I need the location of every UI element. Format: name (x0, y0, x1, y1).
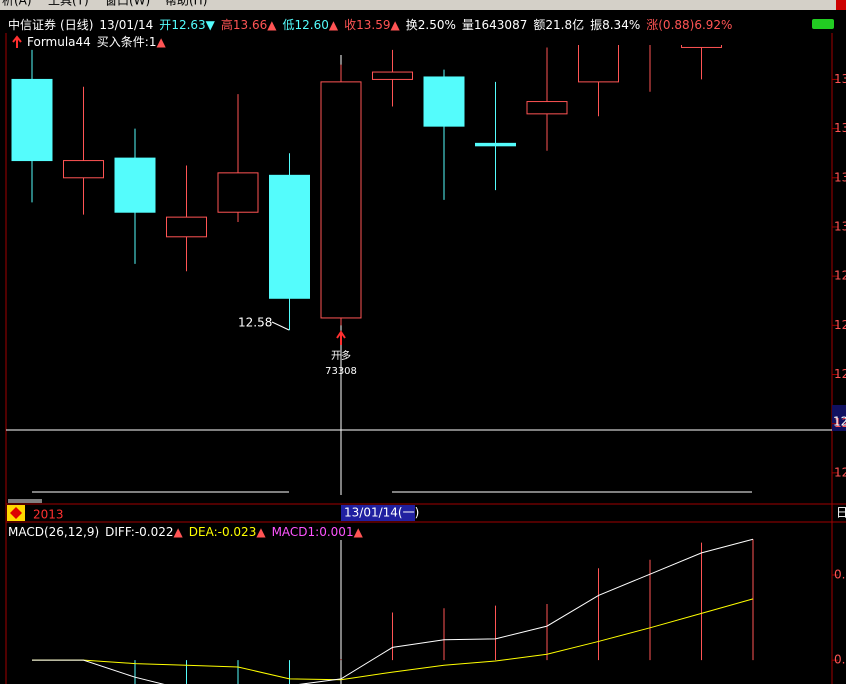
candle-body (526, 101, 568, 115)
menu-item[interactable]: 工具(T) (48, 0, 89, 8)
quote-arrow: ▼ (206, 18, 216, 32)
legend-arrow: ▲ (354, 525, 364, 539)
y-tick-label: 13.2 (834, 170, 846, 184)
y-tick-label: 12.6 (834, 318, 846, 332)
signal-arrow (336, 330, 346, 345)
y-tick-label: 12.8 (834, 269, 846, 283)
quote-arrow: ▲ (391, 18, 401, 32)
y-tick-label: 12.4 (834, 367, 846, 381)
quote-label: 额 (533, 18, 545, 32)
legend-value: -0.023 (218, 525, 257, 539)
candle-body (681, 45, 722, 48)
signal-label: 买入条件:1 (97, 35, 157, 49)
quote-value: 12.63 (171, 18, 205, 32)
legend-arrow: ▲ (174, 525, 184, 539)
quote-value: 13.66 (233, 18, 267, 32)
price-box (832, 405, 846, 431)
legend-name: DIFF (105, 525, 132, 539)
period-label: 日 (836, 506, 846, 520)
quote-label: 涨 (646, 17, 658, 32)
crosshair-label: 12.17 (833, 415, 846, 429)
macd-plot (32, 538, 754, 684)
candle-body (269, 174, 310, 299)
quote-label: 收 (344, 18, 356, 32)
menu-item[interactable]: 析(A) (2, 0, 32, 8)
candle-body (11, 78, 53, 162)
quote-value: 12.60 (295, 18, 329, 32)
macd-line (32, 598, 754, 681)
header: 中信证券 (日线) 13/01/14 开12.63▼ 高13.66▲ 低12.60▲ 收13… (8, 17, 732, 32)
icon (812, 19, 834, 29)
quote-value: 8.34% (602, 18, 640, 32)
stock-name: 中信证券 (8, 17, 56, 32)
indicator-legend: Formula44 买入条件:1▲ (27, 35, 166, 49)
candle-body (63, 160, 104, 179)
quote-value: 21.8亿 (545, 17, 584, 32)
quote-label: 开 (159, 18, 171, 32)
y-tick-label: 12.2 (834, 416, 846, 430)
quote-arrow: ▲ (267, 18, 277, 32)
candle-body (114, 157, 156, 213)
indicator-name: Formula44 (27, 35, 91, 49)
date-box (341, 505, 415, 521)
menu-item[interactable]: 窗口(W) (105, 0, 150, 8)
y-tick-label: 0.00 (834, 653, 846, 667)
quote-label: 高 (221, 17, 233, 32)
icon (10, 507, 22, 519)
candle-plot (11, 45, 722, 331)
quote-value: (0.88)6.92% (658, 18, 732, 32)
icon (836, 0, 846, 10)
legend-value: 0.001 (319, 525, 353, 539)
candle-body (475, 142, 516, 147)
quote-value: 2.50% (418, 18, 456, 32)
legend-separator: : (131, 525, 135, 539)
quote-value: 13.59 (356, 18, 390, 32)
quote-label: 振 (590, 18, 602, 32)
macd-line (32, 538, 754, 684)
date: 13/01/14 (99, 18, 153, 32)
candle-body (166, 216, 207, 238)
y-tick-label: 13 (834, 219, 846, 233)
candle-body (372, 71, 413, 80)
quote-label: 量 (462, 18, 474, 32)
candle-body (578, 45, 619, 83)
macd-title: MACD(26,12,9) (8, 525, 99, 539)
quote-label: 换 (406, 18, 418, 32)
menu-item[interactable]: 帮助(H) (165, 0, 207, 8)
candle-body (320, 81, 362, 319)
legend-separator: : (214, 525, 218, 539)
low-label: 12.58 (238, 316, 272, 330)
y-tick-label: 12 (834, 465, 846, 479)
signal-text: 开多 (331, 349, 351, 362)
y-tick-label: 13.4 (834, 121, 846, 135)
candle-body (217, 172, 259, 213)
legend-name: MACD1 (272, 525, 316, 539)
quote-arrow: ▲ (329, 18, 339, 32)
year-label: 2013 (33, 508, 64, 522)
signal-value: 73308 (325, 366, 357, 377)
y-tick-label: 13.6 (834, 72, 846, 86)
legend-value: -0.022 (135, 525, 174, 539)
signal-icon (12, 35, 22, 48)
quote-label: 低 (283, 18, 295, 32)
quote-value: 1643087 (474, 18, 527, 32)
macd-legend: MACD(26,12,9) DIFF:-0.022▲ DEA:-0.023▲ MACD… (8, 525, 364, 539)
leader-line (271, 321, 290, 331)
signal-arrow: ▲ (156, 35, 166, 49)
scroll-thumb (8, 499, 42, 503)
y-tick-label: 0.10 (834, 568, 846, 582)
period: (日线) (60, 18, 93, 32)
legend-arrow: ▲ (256, 525, 266, 539)
candle-body (423, 76, 465, 127)
legend-name: DEA (189, 525, 215, 539)
legend-separator: : (315, 525, 319, 539)
menu-bar (0, 0, 846, 10)
x-tick-label: 13/01/14(一) (344, 506, 419, 520)
